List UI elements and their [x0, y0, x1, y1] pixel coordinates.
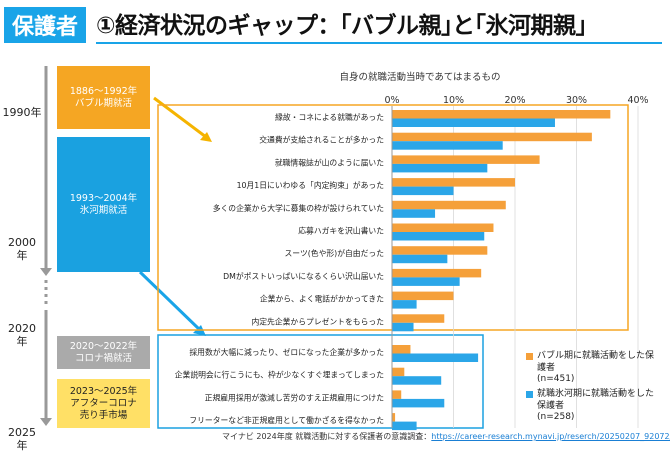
bubble-pointer-head: [200, 132, 212, 142]
category-label: 就職情報誌が山のように届いた: [275, 157, 384, 167]
x-tick-label: 20%: [504, 95, 525, 106]
era-covid: 2020～2022年 コロナ禍就活: [57, 336, 150, 369]
bar-bubble: [392, 413, 396, 422]
year-2020: 2020 年: [8, 322, 36, 348]
bar-ice: [392, 353, 479, 362]
category-label: 内定先企業からプレゼントをもらった: [251, 316, 384, 326]
category-label: 10月1日にいわゆる「内定拘束」があった: [237, 180, 385, 190]
year-2025: 2025 年: [8, 426, 36, 452]
bar-ice: [392, 118, 555, 127]
bar-bubble: [392, 314, 445, 323]
category-label: 交通費が支給されることが多かった: [259, 135, 384, 145]
era-after-label: 2023～2025年 アフターコロナ 売り手市場: [69, 385, 138, 421]
bar-ice: [392, 322, 414, 332]
x-tick-label: 40%: [627, 95, 648, 106]
timeline-arrow-lower: [40, 418, 52, 426]
source-link[interactable]: https://career-research.mynavi.jp/reserc…: [431, 432, 670, 441]
bar-bubble: [392, 367, 405, 377]
legend-ice: 就職氷河期に就職活動をした保護者 (n=258): [526, 389, 661, 424]
bar-ice: [392, 163, 488, 173]
era-bubble: 1886～1992年 バブル期就活: [57, 66, 150, 129]
bar-ice: [392, 398, 445, 408]
bar-ice: [392, 186, 454, 196]
x-tick-label: 30%: [566, 95, 587, 106]
category-label: 応募ハガキを沢山書いた: [298, 226, 384, 236]
bar-bubble: [392, 246, 488, 255]
x-tick-label: 0%: [384, 95, 399, 106]
chart-title: 自身の就職活動当時であてはまるもの: [339, 71, 500, 83]
timeline-arrow-upper: [40, 268, 52, 276]
year-1990: 1990年: [2, 106, 42, 119]
category-label: 縁故・コネによる就職があった: [275, 112, 384, 122]
category-label: 採用数が大幅に減ったり、ゼロになった企業が多かった: [189, 347, 384, 357]
ice-items-frame: [157, 334, 484, 429]
bar-ice: [392, 209, 436, 218]
year-2000: 2000 年: [8, 236, 36, 262]
era-ice-age: 1993～2004年 氷河期就活: [57, 137, 150, 272]
ice-pointer-line: [138, 270, 202, 332]
title-underline: [96, 42, 662, 44]
bar-ice: [392, 232, 485, 241]
bar-bubble: [392, 178, 515, 187]
bar-ice: [392, 300, 417, 309]
bar-ice: [392, 254, 448, 264]
era-after-covid: 2023～2025年 アフターコロナ 売り手市場: [57, 379, 150, 428]
category-label: フリーターなど非正規雇用として働かざるを得なかった: [189, 415, 384, 425]
bar-bubble: [392, 291, 454, 301]
bar-ice: [392, 376, 442, 385]
bar-bubble: [392, 200, 506, 210]
legend-swatch-ice: [526, 391, 533, 398]
legend-bubble: バブル期に就職活動をした保護者 (n=451): [526, 351, 661, 386]
source-footer: マイナビ 2024年度 就職活動に対する保護者の意識調査：https://car…: [222, 431, 670, 442]
era-ice-label: 1993～2004年 氷河期就活: [69, 192, 138, 216]
category-label: スーツ(色や形)が自由だった: [285, 248, 385, 258]
legend-label-bubble: バブル期に就職活動をした保護者 (n=451): [537, 351, 655, 384]
category-label: 正規雇用採用が激減し苦労のすえ正規雇用につけた: [205, 392, 385, 402]
bar-bubble: [392, 268, 482, 278]
bar-ice: [392, 277, 460, 286]
legend-swatch-bubble: [526, 353, 533, 360]
category-label: DMがポストいっぱいになるくらい沢山届いた: [223, 271, 384, 281]
bar-bubble: [392, 223, 494, 232]
bar-bubble: [392, 110, 611, 119]
legend-label-ice: 就職氷河期に就職活動をした保護者 (n=258): [537, 389, 655, 422]
category-label: 企業説明会に行こうにも、枠が少なくすぐ埋まってしまった: [175, 370, 384, 380]
bar-bubble: [392, 155, 540, 164]
bar-ice: [392, 421, 417, 431]
era-covid-label: 2020～2022年 コロナ禍就活: [69, 340, 138, 364]
bar-ice: [392, 141, 503, 150]
bar-bubble: [392, 132, 592, 142]
source-text: マイナビ 2024年度 就職活動に対する保護者の意識調査：: [222, 432, 432, 441]
bar-bubble: [392, 390, 402, 399]
x-tick-label: 10%: [443, 95, 464, 106]
bar-bubble: [392, 345, 411, 354]
category-label: 多くの企業から大学に募集の枠が設けられていた: [213, 203, 384, 213]
category-label: 企業から、よく電話がかかってきた: [260, 294, 384, 304]
page-title: ①経済状況のギャップ：｢バブル親｣と｢氷河期親｣: [96, 13, 587, 39]
category-badge: 保護者: [4, 7, 86, 43]
era-bubble-label: 1886～1992年 バブル期就活: [69, 85, 138, 109]
